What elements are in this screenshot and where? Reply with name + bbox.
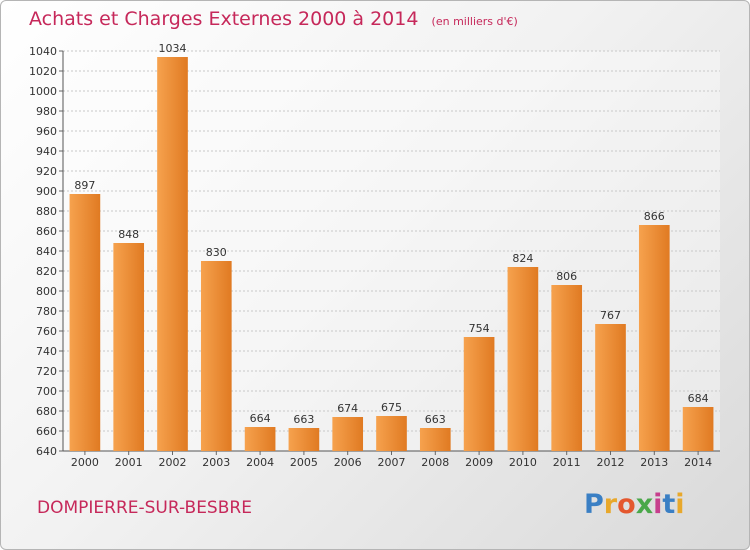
bar-value-label: 848 — [118, 228, 139, 241]
bar — [419, 428, 451, 451]
bar-value-label: 767 — [600, 309, 621, 322]
x-tick-label: 2006 — [334, 456, 362, 469]
bar — [638, 225, 670, 451]
proxiti-logo: Proxiti — [584, 489, 685, 520]
x-tick-label: 2001 — [115, 456, 143, 469]
y-tick-label: 740 — [36, 345, 57, 358]
x-tick-label: 2011 — [553, 456, 581, 469]
y-tick-label: 940 — [36, 145, 57, 158]
y-tick-label: 720 — [36, 365, 57, 378]
y-tick-label: 660 — [36, 425, 57, 438]
bar — [551, 285, 583, 451]
y-tick-label: 960 — [36, 125, 57, 138]
y-tick-label: 780 — [36, 305, 57, 318]
bar-value-label: 806 — [556, 270, 577, 283]
title-row: Achats et Charges Externes 2000 à 2014 (… — [29, 8, 518, 30]
y-tick-label: 700 — [36, 385, 57, 398]
y-tick-label: 1040 — [29, 45, 57, 58]
y-tick-label: 1020 — [29, 65, 57, 78]
x-tick-label: 2008 — [421, 456, 449, 469]
logo-letter: x — [635, 489, 654, 520]
bar-value-label: 675 — [381, 401, 402, 414]
bar — [69, 194, 101, 451]
x-tick-label: 2014 — [684, 456, 712, 469]
bar-value-label: 824 — [512, 252, 533, 265]
bar-value-label: 663 — [293, 413, 314, 426]
y-tick-label: 880 — [36, 205, 57, 218]
bar-value-label: 684 — [688, 392, 709, 405]
logo-letter: r — [603, 489, 618, 520]
x-tick-label: 2004 — [246, 456, 274, 469]
bar-value-label: 754 — [469, 322, 490, 335]
x-tick-label: 2000 — [71, 456, 99, 469]
y-tick-label: 680 — [36, 405, 57, 418]
logo-letter: o — [617, 489, 636, 520]
chart-title: Achats et Charges Externes 2000 à 2014 — [29, 8, 419, 30]
y-tick-label: 920 — [36, 165, 57, 178]
logo-letter: i — [653, 489, 663, 520]
x-tick-label: 2010 — [509, 456, 537, 469]
bar — [595, 324, 626, 451]
x-tick-label: 2012 — [597, 456, 625, 469]
bar-value-label: 1034 — [159, 42, 187, 55]
bar-value-label: 897 — [74, 179, 95, 192]
y-tick-label: 760 — [36, 325, 57, 338]
bar — [376, 416, 407, 451]
y-tick-label: 860 — [36, 225, 57, 238]
bar — [244, 427, 276, 451]
bar-value-label: 664 — [250, 412, 271, 425]
bar — [507, 267, 539, 451]
y-tick-label: 820 — [36, 265, 57, 278]
logo-letter: i — [675, 489, 685, 520]
x-tick-label: 2002 — [159, 456, 187, 469]
x-tick-label: 2009 — [465, 456, 493, 469]
bar — [157, 57, 188, 451]
y-tick-label: 900 — [36, 185, 57, 198]
commune-name: DOMPIERRE-SUR-BESBRE — [37, 498, 252, 518]
y-tick-label: 800 — [36, 285, 57, 298]
logo-letter: P — [584, 489, 604, 520]
y-tick-label: 840 — [36, 245, 57, 258]
bar-value-label: 866 — [644, 210, 665, 223]
y-tick-label: 980 — [36, 105, 57, 118]
y-tick-label: 640 — [36, 445, 57, 458]
x-tick-label: 2013 — [640, 456, 668, 469]
bar-value-label: 663 — [425, 413, 446, 426]
bar-value-label: 674 — [337, 402, 358, 415]
x-tick-label: 2003 — [202, 456, 230, 469]
bar — [463, 337, 495, 451]
chart-subtitle: (en milliers d'€) — [431, 15, 518, 28]
bar-value-label: 830 — [206, 246, 227, 259]
x-tick-label: 2007 — [378, 456, 406, 469]
logo-letter: t — [662, 489, 676, 520]
x-tick-label: 2005 — [290, 456, 318, 469]
bar — [200, 261, 232, 451]
bar — [113, 243, 145, 451]
y-tick-label: 1000 — [29, 85, 57, 98]
bar — [682, 407, 714, 451]
bar — [288, 428, 320, 451]
bar — [332, 417, 364, 451]
